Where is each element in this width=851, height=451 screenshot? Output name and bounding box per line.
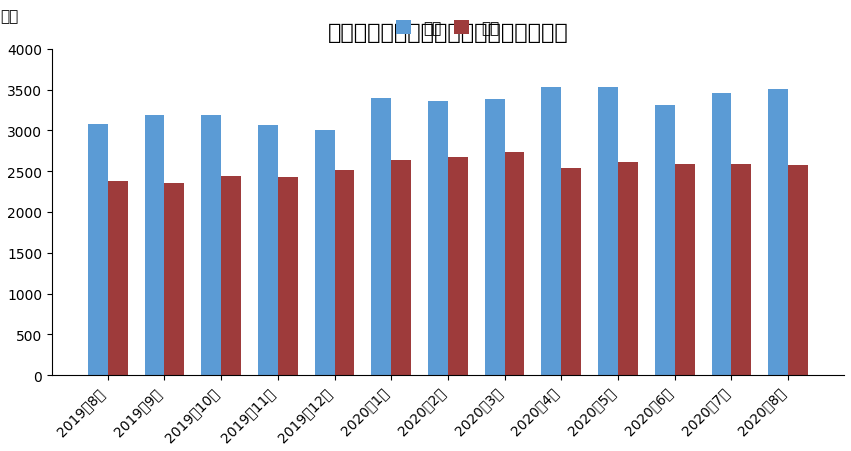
Bar xyxy=(485,99,505,375)
Bar xyxy=(788,165,808,375)
Bar xyxy=(655,106,675,375)
Bar xyxy=(108,182,128,375)
Text: 万套: 万套 xyxy=(0,9,19,23)
Bar xyxy=(88,124,108,375)
Bar xyxy=(334,171,354,375)
Bar xyxy=(598,88,618,375)
Bar xyxy=(768,90,788,375)
Bar xyxy=(277,178,298,375)
Bar xyxy=(428,102,448,375)
Bar xyxy=(448,158,468,375)
Legend: 在产, 后备: 在产, 后备 xyxy=(390,15,505,42)
Bar xyxy=(711,94,732,375)
Bar xyxy=(371,98,391,375)
Bar xyxy=(675,165,694,375)
Bar xyxy=(315,130,334,375)
Bar xyxy=(221,177,241,375)
Title: 国内父母代种鸡在产、后备存栏量数据图: 国内父母代种鸡在产、后备存栏量数据图 xyxy=(328,23,568,42)
Bar xyxy=(201,115,221,375)
Bar xyxy=(164,184,184,375)
Bar xyxy=(618,163,638,375)
Bar xyxy=(258,126,277,375)
Bar xyxy=(145,115,164,375)
Bar xyxy=(391,161,411,375)
Bar xyxy=(562,169,581,375)
Bar xyxy=(541,88,562,375)
Bar xyxy=(732,165,751,375)
Bar xyxy=(505,153,524,375)
